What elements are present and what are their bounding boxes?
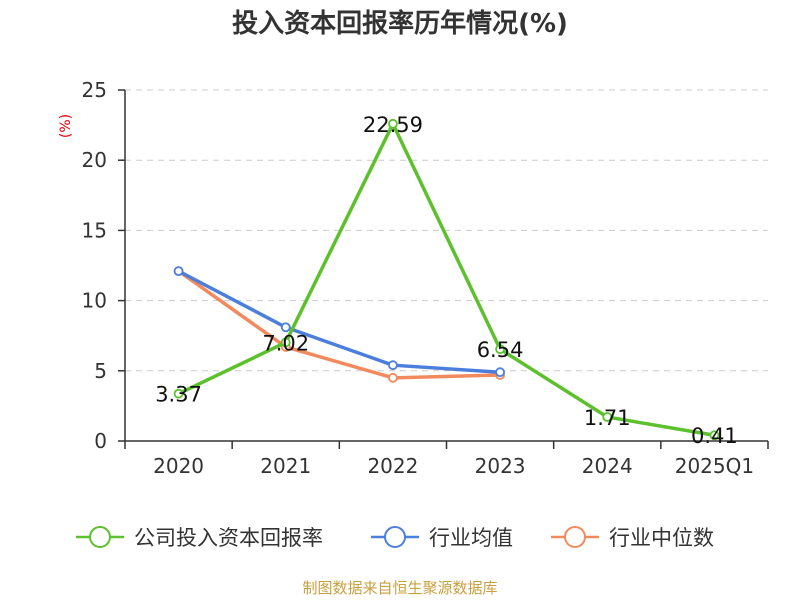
data-point: [388, 360, 398, 371]
axes: [124, 90, 768, 442]
series-line: [176, 122, 717, 437]
data-label: 6.54: [477, 338, 524, 362]
x-tick-label: 2025Q1: [675, 454, 754, 478]
legend-label: 行业中位数: [609, 526, 714, 550]
y-tick-label: 20: [82, 148, 107, 172]
data-point: [280, 322, 291, 333]
data-label: 0.41: [691, 424, 738, 448]
data-label: 3.37: [155, 383, 202, 407]
x-tick-label: 2023: [475, 454, 526, 478]
legend-marker: [564, 526, 586, 548]
y-tick-label: 5: [94, 359, 107, 383]
y-tick-label: 25: [82, 78, 107, 102]
legend-marker: [384, 526, 406, 548]
data-point: [495, 344, 505, 355]
source-note: 制图数据来自恒生聚源数据库: [302, 579, 497, 597]
data-label: 1.71: [584, 406, 631, 430]
data-point: [280, 337, 291, 348]
series-line: [176, 269, 502, 374]
data-point: [709, 430, 720, 441]
data-point: [388, 372, 398, 383]
series: [173, 118, 720, 441]
legend-marker: [89, 526, 111, 548]
series-line: [176, 269, 502, 380]
y-tick-label: 10: [82, 289, 107, 313]
data-point: [495, 367, 505, 378]
legend-label: 公司投入资本回报率: [134, 526, 323, 550]
data-label: 7.02: [262, 331, 309, 355]
data-point: [388, 118, 398, 129]
x-tick-label: 2020: [153, 454, 204, 478]
chart-title: 投入资本回报率历年情况(%): [232, 8, 568, 39]
gridlines: [125, 89, 768, 372]
data-point: [173, 266, 184, 277]
y-ticks: 0 5 10 15 20 25: [82, 78, 125, 453]
x-tick-label: 2024: [582, 454, 633, 478]
data-point: [173, 388, 184, 399]
y-tick-label: 15: [82, 218, 107, 242]
y-axis-unit: (%): [58, 114, 74, 138]
data-label: 22.59: [363, 113, 423, 137]
x-tick-label: 2022: [367, 454, 418, 478]
x-ticks: 2020 2021 2022 2023 2024 2025Q1: [124, 441, 769, 478]
data-labels: 3.37 7.02 22.59 6.54 1.71 0.41: [155, 113, 738, 448]
x-tick-label: 2021: [260, 454, 311, 478]
legend-label: 行业均值: [429, 526, 513, 550]
y-tick-label: 0: [94, 429, 107, 453]
data-point: [602, 412, 613, 422]
legend: 公司投入资本回报率 行业均值 行业中位数: [76, 526, 714, 550]
